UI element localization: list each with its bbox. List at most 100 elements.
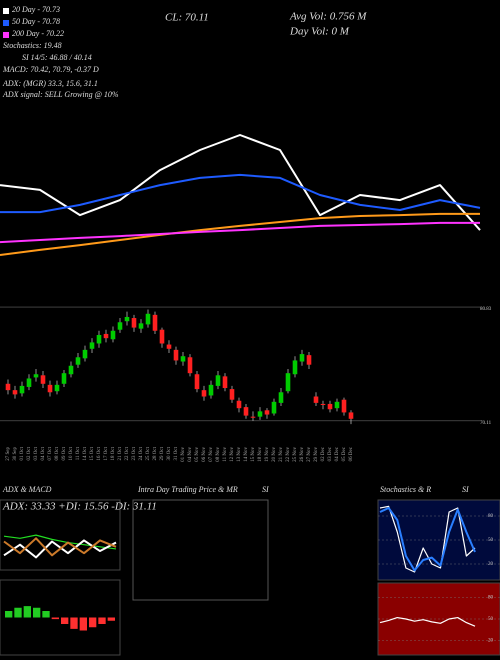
candle-body [285,373,291,392]
candle-body [187,357,193,374]
y-tick-label: 80.83 [480,307,492,312]
x-tick-label: 04 Dec [335,446,340,461]
candle-body [327,403,333,410]
x-tick-label: 07 Nov [209,447,214,462]
candle-body [159,329,165,344]
x-tick-label: 30 Oct [167,446,172,460]
annotation: ADX signal: SELL Growing @ 10% [2,90,119,99]
candle-body [12,390,18,395]
x-tick-label: 23 Oct [132,446,137,460]
candle-body [292,360,298,375]
x-tick-label: 03 Dec [328,446,333,461]
annotation: 200 Day - 70.22 [12,29,64,38]
x-tick-label: 27 Sep [6,447,11,461]
series-line [3,539,117,559]
bar [79,617,87,631]
series-line [0,134,481,231]
x-tick-label: 30 Sep [13,447,18,461]
candle-body [348,412,354,419]
annotation: Intra Day Trading Price & MR [137,485,238,494]
candle-body [208,384,214,396]
candle-body [320,403,326,405]
bar [70,617,78,629]
candle-body [334,401,340,409]
x-tick-label: 22 Nov [286,447,291,462]
x-tick-label: 20 Nov [272,447,277,462]
x-tick-label: 06 Nov [202,447,207,462]
candle-body [47,384,53,393]
annotation: 20 Day - 70.73 [12,5,60,14]
x-tick-label: 25 Nov [293,447,298,462]
candle-body [96,335,102,344]
x-tick-label: 12 Nov [230,447,235,462]
y-tick-label: 80 [488,514,494,519]
x-tick-label: 25 Oct [146,446,151,460]
x-tick-label: 08 Oct [55,446,60,460]
candle-body [145,313,151,325]
bar [61,617,69,624]
x-tick-label: 14 Oct [83,446,88,460]
bar [107,617,115,621]
x-tick-label: 07 Oct [48,446,53,460]
x-tick-label: 04 Nov [188,447,193,462]
panel-title: ADX & MACD [2,485,52,494]
annotation: Avg Vol: 0.756 M [289,11,367,23]
candle-body [201,390,207,397]
series-line [0,212,480,256]
candle-body [180,356,186,362]
adx-panel [0,499,121,571]
x-tick-label: 26 Nov [300,447,305,462]
candle-body [110,330,116,340]
bar [5,611,13,618]
candle-body [341,399,347,413]
annotation: ADX: (MGR) 33.3, 15.6, 31.1 [2,79,98,88]
x-tick-label: 10 Oct [69,446,74,460]
legend-swatch [3,32,9,38]
candle-body [75,357,81,365]
bar [51,617,59,620]
x-tick-label: 24 Oct [139,446,144,460]
candle-body [82,349,88,359]
candle-body [117,322,123,330]
panel-title: Stochastics & R [380,485,431,494]
candle-body [194,374,200,390]
candle-body [152,314,158,331]
candle-body [229,389,235,400]
x-tick-label: 27 Nov [307,447,312,462]
x-tick-label: 02 Oct [27,446,32,460]
intraday-panel [132,499,269,601]
x-tick-label: 11 Nov [223,447,228,462]
x-tick-label: 18 Nov [258,447,263,462]
series-line [379,507,476,572]
x-tick-label: 01 Nov [181,447,186,462]
candle-body [138,323,144,329]
x-tick-label: 18 Oct [111,446,116,460]
series-line [0,173,481,214]
bar [14,607,22,618]
x-tick-label: 06 Dec [349,446,354,461]
candle-body [264,410,270,415]
x-tick-label: 29 Nov [314,447,319,462]
candle-body [19,385,25,394]
candle-body [243,407,249,416]
candle-body [40,375,46,384]
x-tick-label: 03 Oct [34,446,39,460]
candle-body [166,344,172,349]
x-tick-label: 09 Oct [62,446,67,460]
bar [33,607,41,618]
x-tick-label: 29 Oct [160,446,165,460]
candle-body [124,316,130,322]
candle-body [33,374,39,378]
annotation: MACD: 70.42, 70.79, -0.37 D [2,65,99,74]
candle-body [222,376,228,389]
x-tick-label: 21 Oct [118,446,123,460]
annotation: Day Vol: 0 M [289,26,350,38]
y-tick-label: 20 [488,562,494,567]
candle-body [68,365,74,375]
legend-swatch [3,20,9,26]
candle-body [54,384,60,392]
y-tick-label: 80 [488,596,494,601]
x-tick-label: 01 Oct [20,446,25,460]
bar [42,611,50,618]
